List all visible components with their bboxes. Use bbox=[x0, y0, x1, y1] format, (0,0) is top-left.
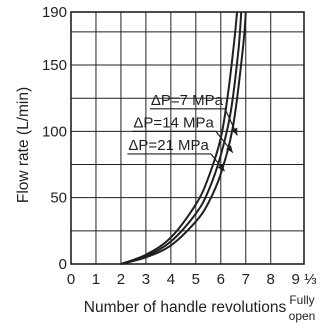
series-leader-arrowhead-0 bbox=[217, 163, 225, 172]
x-tick-label-8: 8 bbox=[267, 271, 275, 288]
series-curves bbox=[120, 11, 247, 265]
x-tick-label-7: 7 bbox=[242, 271, 250, 288]
series-label-1: ΔP=14 MPa bbox=[133, 114, 214, 131]
series-label-2: ΔP=7 MPa bbox=[151, 92, 224, 109]
x-tick-label-9: 9 ⅓ bbox=[291, 271, 317, 288]
x-tick-label-1: 1 bbox=[92, 271, 100, 288]
y-tick-label-190: 190 bbox=[42, 4, 67, 21]
series-leader-arrowhead-1 bbox=[225, 145, 233, 153]
series-label-0: ΔP=21 MPa bbox=[128, 137, 209, 154]
x-tick-label-6: 6 bbox=[217, 271, 225, 288]
x-tick-label-2: 2 bbox=[117, 271, 125, 288]
y-tick-label-0: 0 bbox=[59, 256, 67, 273]
x-tick-label-5: 5 bbox=[192, 271, 200, 288]
series-curve-1 bbox=[120, 11, 243, 265]
y-tick-label-50: 50 bbox=[50, 190, 67, 207]
y-tick-labels: 0 50 100 150 190 bbox=[42, 4, 67, 273]
fully-open-label-line1: Fully bbox=[289, 293, 314, 307]
plot-border bbox=[70, 11, 305, 265]
x-axis-label: Number of handle revolutions bbox=[84, 299, 287, 316]
fully-open-label-line2: open bbox=[289, 309, 316, 323]
y-tick-label-100: 100 bbox=[42, 123, 67, 140]
plot-frame bbox=[70, 11, 305, 265]
y-axis-label: Flow rate (L/min) bbox=[15, 87, 32, 203]
series-leader-arrowhead-2 bbox=[231, 127, 238, 136]
x-tick-label-4: 4 bbox=[167, 271, 175, 288]
y-tick-label-150: 150 bbox=[42, 57, 67, 74]
x-tick-label-0: 0 bbox=[67, 271, 75, 288]
x-tick-label-3: 3 bbox=[142, 271, 150, 288]
series-curve-0 bbox=[120, 11, 239, 265]
series-labels: ΔP=21 MPa ΔP=14 MPa ΔP=7 MPa bbox=[127, 92, 238, 172]
series-curve-2 bbox=[120, 11, 247, 265]
